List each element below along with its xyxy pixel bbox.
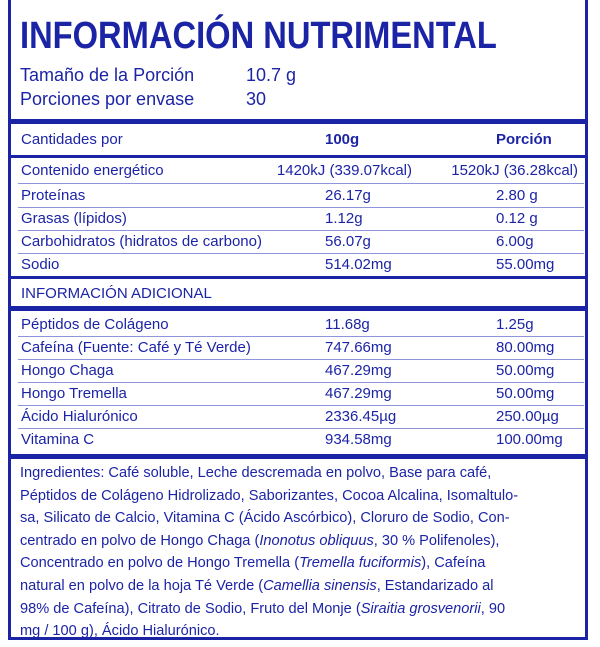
row-value-100g: 11.68g — [325, 316, 370, 333]
table-row: Contenido energético 1420kJ (339.07kcal)… — [0, 159, 600, 182]
header-label: Cantidades por — [21, 131, 123, 148]
row-divider — [18, 183, 584, 184]
row-value-100g: 1420kJ (339.07kcal) — [276, 162, 412, 179]
row-label: Hongo Chaga — [21, 362, 114, 379]
additional-info-heading-row: INFORMACIÓN ADICIONAL — [0, 282, 600, 305]
row-label: Ácido Hialurónico — [21, 408, 138, 425]
row-value-100g: 467.29mg — [325, 385, 392, 402]
row-value-100g: 467.29mg — [325, 362, 392, 379]
table-row: Vitamina C 934.58mg 100.00mg — [0, 428, 600, 451]
row-label: Péptidos de Colágeno — [21, 316, 169, 333]
table-header: Cantidades por 100g Porción — [0, 128, 600, 151]
row-value-100g: 514.02mg — [325, 256, 392, 273]
row-divider — [18, 359, 584, 360]
table-row: Sodio 514.02mg 55.00mg — [0, 253, 600, 276]
ingredients-line: centrado en polvo de Hongo Chaga (Inonot… — [20, 530, 585, 553]
row-divider — [18, 336, 584, 337]
row-divider — [18, 230, 584, 231]
row-divider — [18, 207, 584, 208]
row-value-portion: 2.80 g — [496, 187, 538, 204]
row-label: Cafeína (Fuente: Café y Té Verde) — [21, 339, 251, 356]
text: natural en polvo de la hoja Té Verde ( — [20, 577, 264, 594]
species-name: Tremella fuciformis — [299, 555, 422, 572]
row-value-portion: 1520kJ (36.28kcal) — [451, 162, 578, 179]
row-label: Proteínas — [21, 187, 86, 204]
divider — [8, 119, 588, 124]
row-value-portion: 100.00mg — [496, 431, 563, 448]
table-row: Péptidos de Colágeno 11.68g 1.25g — [0, 313, 600, 336]
servings-value: 30 — [246, 89, 267, 109]
serving-size-value: 10.7 g — [246, 65, 297, 85]
row-divider — [18, 405, 584, 406]
text: centrado en polvo de Hongo Chaga ( — [20, 532, 260, 549]
divider — [8, 276, 588, 279]
table-row: Carbohidratos (hidratos de carbono) 56.0… — [0, 230, 600, 253]
row-value-100g: 747.66mg — [325, 339, 392, 356]
table-row: Hongo Chaga 467.29mg 50.00mg — [0, 359, 600, 382]
text: , Estandarizado al — [376, 577, 494, 594]
species-name: Siraitia grosvenorii — [360, 600, 481, 617]
header-col-portion: Porción — [496, 131, 552, 148]
text: 98% de Cafeína), Citrato de Sodio, Fruto… — [20, 600, 361, 617]
row-value-portion: 50.00mg — [496, 385, 555, 402]
table-row: Proteínas 26.17g 2.80 g — [0, 184, 600, 207]
serving-size-label: Tamaño de la Porción — [20, 65, 195, 85]
text: , 90 — [480, 600, 506, 617]
text: , 30 % Polifenoles), — [373, 532, 500, 549]
row-divider — [18, 428, 584, 429]
ingredients-text: Ingredientes: Café soluble, Leche descre… — [20, 462, 585, 643]
text: Concentrado en polvo de Hongo Tremella ( — [20, 555, 300, 572]
species-name: Inonotus obliquus — [259, 532, 374, 549]
additional-info-heading: INFORMACIÓN ADICIONAL — [21, 285, 212, 302]
row-label: Grasas (lípidos) — [21, 210, 127, 227]
ingredients-line: sa, Silicato de Calcio, Vitamina C (Ácid… — [20, 510, 510, 527]
table-row: Grasas (lípidos) 1.12g 0.12 g — [0, 207, 600, 230]
row-value-portion: 6.00g — [496, 233, 534, 250]
table-row: Cafeína (Fuente: Café y Té Verde) 747.66… — [0, 336, 600, 359]
servings-label: Porciones por envase — [20, 89, 195, 109]
row-value-portion: 1.25g — [496, 316, 534, 333]
row-value-portion: 0.12 g — [496, 210, 538, 227]
table-row: Hongo Tremella 467.29mg 50.00mg — [0, 382, 600, 405]
row-divider — [18, 253, 584, 254]
ingredients-line: Ingredientes: Café soluble, Leche descre… — [20, 465, 492, 481]
label-frame — [8, 0, 588, 640]
serving-size: Tamaño de la Porción 10.7 g — [20, 64, 580, 86]
row-value-100g: 56.07g — [325, 233, 371, 250]
ingredients-line: mg / 100 g), Ácido Hialurónico. — [20, 623, 220, 640]
table-row: Ácido Hialurónico 2336.45µg 250.00µg — [0, 405, 600, 428]
ingredients-line: Concentrado en polvo de Hongo Tremella (… — [20, 552, 585, 575]
row-label: Contenido energético — [21, 162, 164, 179]
row-value-portion: 250.00µg — [496, 408, 559, 425]
row-label: Sodio — [21, 256, 60, 273]
row-divider — [18, 382, 584, 383]
row-value-100g: 1.12g — [325, 210, 363, 227]
row-value-100g: 934.58mg — [325, 431, 392, 448]
divider — [8, 155, 588, 158]
row-value-portion: 50.00mg — [496, 362, 555, 379]
row-value-portion: 55.00mg — [496, 256, 555, 273]
row-label: Hongo Tremella — [21, 385, 127, 402]
text: ), Cafeína — [421, 555, 486, 572]
row-value-100g: 2336.45µg — [325, 408, 397, 425]
row-value-portion: 80.00mg — [496, 339, 555, 356]
species-name: Camellia sinensis — [263, 577, 377, 594]
ingredients-line: natural en polvo de la hoja Té Verde (Ca… — [20, 575, 585, 598]
servings-per-container: Porciones por envase 30 — [20, 88, 580, 110]
ingredients-line: Péptidos de Colágeno Hidrolizado, Sabori… — [20, 487, 519, 504]
row-value-100g: 26.17g — [325, 187, 371, 204]
row-label: Vitamina C — [21, 431, 95, 448]
ingredients-line: 98% de Cafeína), Citrato de Sodio, Fruto… — [20, 598, 585, 621]
divider — [8, 306, 588, 311]
header-col-100g: 100g — [325, 131, 360, 148]
page-title: INFORMACIÓN NUTRIMENTAL — [20, 15, 497, 57]
divider — [8, 454, 588, 459]
row-label: Carbohidratos (hidratos de carbono) — [21, 233, 262, 250]
